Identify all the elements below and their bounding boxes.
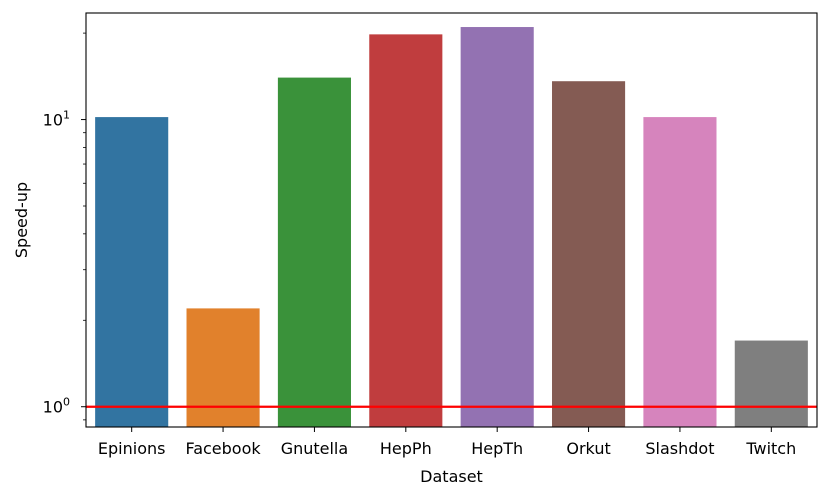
x-tick-label-slashdot: Slashdot (645, 439, 714, 458)
bar-twitch (734, 340, 808, 427)
bars (95, 27, 808, 428)
y-tick-base: 10 (43, 111, 63, 130)
y-tick-base: 10 (43, 398, 63, 417)
plot-frame (85, 12, 818, 428)
x-axis-ticks: Epinions Facebook Gnutella HepPh HepTh Orkut S… (98, 427, 796, 458)
bar-hepph (369, 34, 443, 427)
x-tick-label-hepph: HepPh (380, 439, 432, 458)
x-axis-label: Dataset (420, 467, 483, 486)
bar-hepth (460, 27, 534, 428)
y-tick-label: 101 (43, 109, 70, 130)
bar-facebook (186, 308, 260, 427)
y-tick-exponent: 0 (63, 396, 70, 409)
bar-epinions (95, 117, 169, 427)
x-tick-label-epinions: Epinions (98, 439, 166, 458)
x-tick-label-facebook: Facebook (185, 439, 261, 458)
x-tick-label-gnutella: Gnutella (281, 439, 349, 458)
bar-gnutella (277, 77, 351, 428)
x-tick-label-hepth: HepTh (471, 439, 523, 458)
x-tick-label-orkut: Orkut (566, 439, 610, 458)
y-tick-exponent: 1 (63, 109, 70, 122)
y-axis-label: Speed-up (12, 182, 31, 258)
y-tick-label: 100 (43, 396, 70, 417)
x-tick-label-twitch: Twitch (745, 439, 796, 458)
bar-orkut (552, 81, 626, 428)
bar-slashdot (643, 117, 717, 427)
